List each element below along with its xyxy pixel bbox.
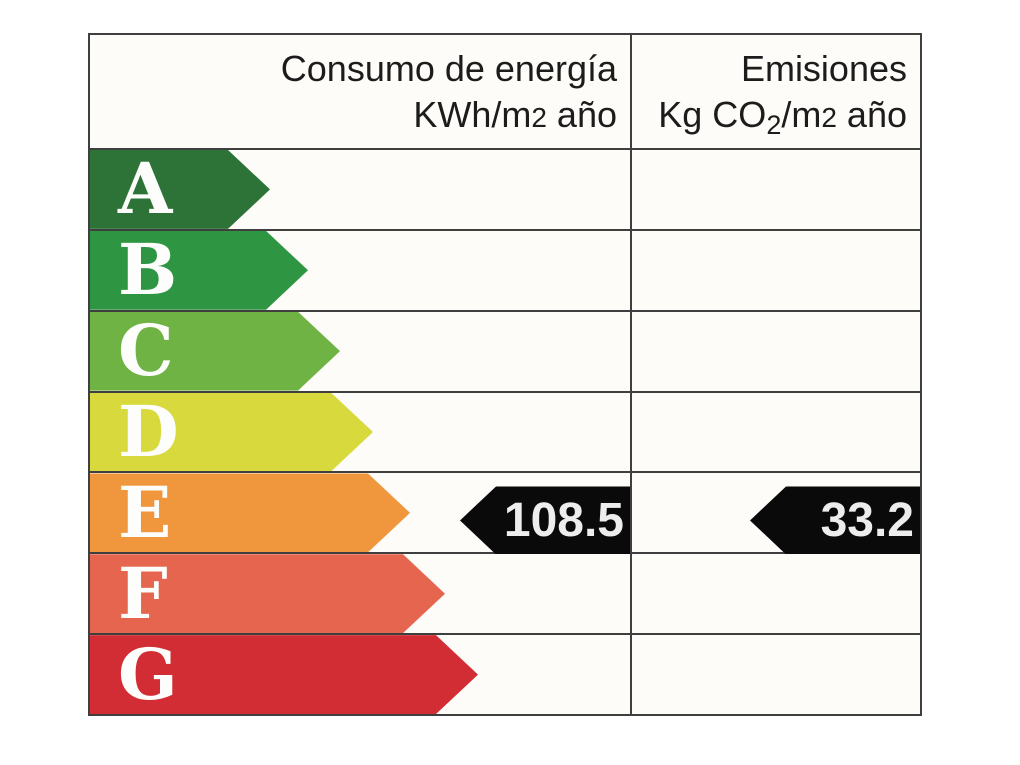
- consumption-unit-base: KWh/m: [413, 94, 532, 135]
- rating-row-d: D: [90, 390, 920, 472]
- rating-row-f: F: [90, 552, 920, 634]
- consumption-title: Consumo de energía: [280, 48, 617, 89]
- rating-table: Consumo de energía KWh/m2 año Emisiones …: [88, 33, 922, 716]
- row-e-emissions-cell: 33.2: [632, 473, 920, 555]
- consumption-units: KWh/m2 año: [413, 92, 617, 141]
- emissions-title: Emisiones: [740, 48, 907, 89]
- rating-arrow-g: G: [90, 635, 478, 714]
- rating-rows: A B C: [90, 148, 920, 715]
- emissions-value-arrow: 33.2: [750, 486, 920, 555]
- emissions-units: Kg CO2/m2 año: [658, 92, 907, 141]
- rating-arrow-f: F: [90, 554, 445, 633]
- rating-letter-f: F: [118, 551, 168, 635]
- row-e-consumption-cell: E 108.5: [90, 473, 632, 555]
- row-a-emissions-cell: [632, 150, 920, 229]
- row-a-consumption-cell: A: [90, 150, 632, 229]
- emissions-unit-exponent: 2: [821, 102, 837, 133]
- rating-arrow-c: C: [90, 312, 340, 391]
- rating-letter-e: E: [118, 470, 172, 554]
- rating-row-a: A: [90, 148, 920, 229]
- row-f-emissions-cell: [632, 554, 920, 633]
- rating-letter-a: A: [118, 147, 173, 231]
- header-consumption: Consumo de energía KWh/m2 año: [90, 35, 632, 148]
- consumption-unit-exponent: 2: [531, 102, 547, 133]
- rating-row-g: G: [90, 633, 920, 715]
- rating-letter-g: G: [118, 632, 178, 716]
- emissions-unit-mid: /m: [781, 94, 822, 135]
- rating-arrow-a: A: [90, 150, 270, 229]
- rating-letter-c: C: [118, 309, 174, 393]
- rating-arrow-d: D: [90, 393, 373, 472]
- emissions-unit-rest: año: [836, 94, 907, 135]
- consumption-unit-rest: año: [546, 94, 617, 135]
- row-f-consumption-cell: F: [90, 554, 632, 634]
- row-b-emissions-cell: [632, 231, 920, 310]
- rating-arrow-b: B: [90, 231, 308, 310]
- row-g-emissions-cell: [632, 635, 920, 714]
- rating-letter-d: D: [118, 390, 179, 473]
- emissions-value: 33.2: [820, 493, 914, 547]
- header-emissions: Emisiones Kg CO2/m2 año: [632, 35, 920, 148]
- rating-arrow-e: E: [90, 473, 410, 552]
- rating-letter-b: B: [118, 228, 178, 312]
- consumption-value-arrow: 108.5: [460, 486, 630, 555]
- rating-row-c: C: [90, 309, 920, 391]
- row-d-emissions-cell: [632, 393, 920, 472]
- emissions-unit-base: Kg CO: [658, 94, 767, 135]
- rating-row-e: E 108.5 33.2: [90, 471, 920, 555]
- row-c-emissions-cell: [632, 312, 920, 391]
- row-c-consumption-cell: C: [90, 311, 632, 391]
- row-g-consumption-cell: G: [90, 635, 632, 715]
- row-d-consumption-cell: D: [90, 392, 632, 472]
- rating-row-b: B: [90, 228, 920, 310]
- consumption-value: 108.5: [503, 493, 624, 547]
- header-row: Consumo de energía KWh/m2 año Emisiones …: [90, 35, 920, 148]
- emissions-unit-subscript: 2: [766, 110, 782, 140]
- row-b-consumption-cell: B: [90, 230, 632, 310]
